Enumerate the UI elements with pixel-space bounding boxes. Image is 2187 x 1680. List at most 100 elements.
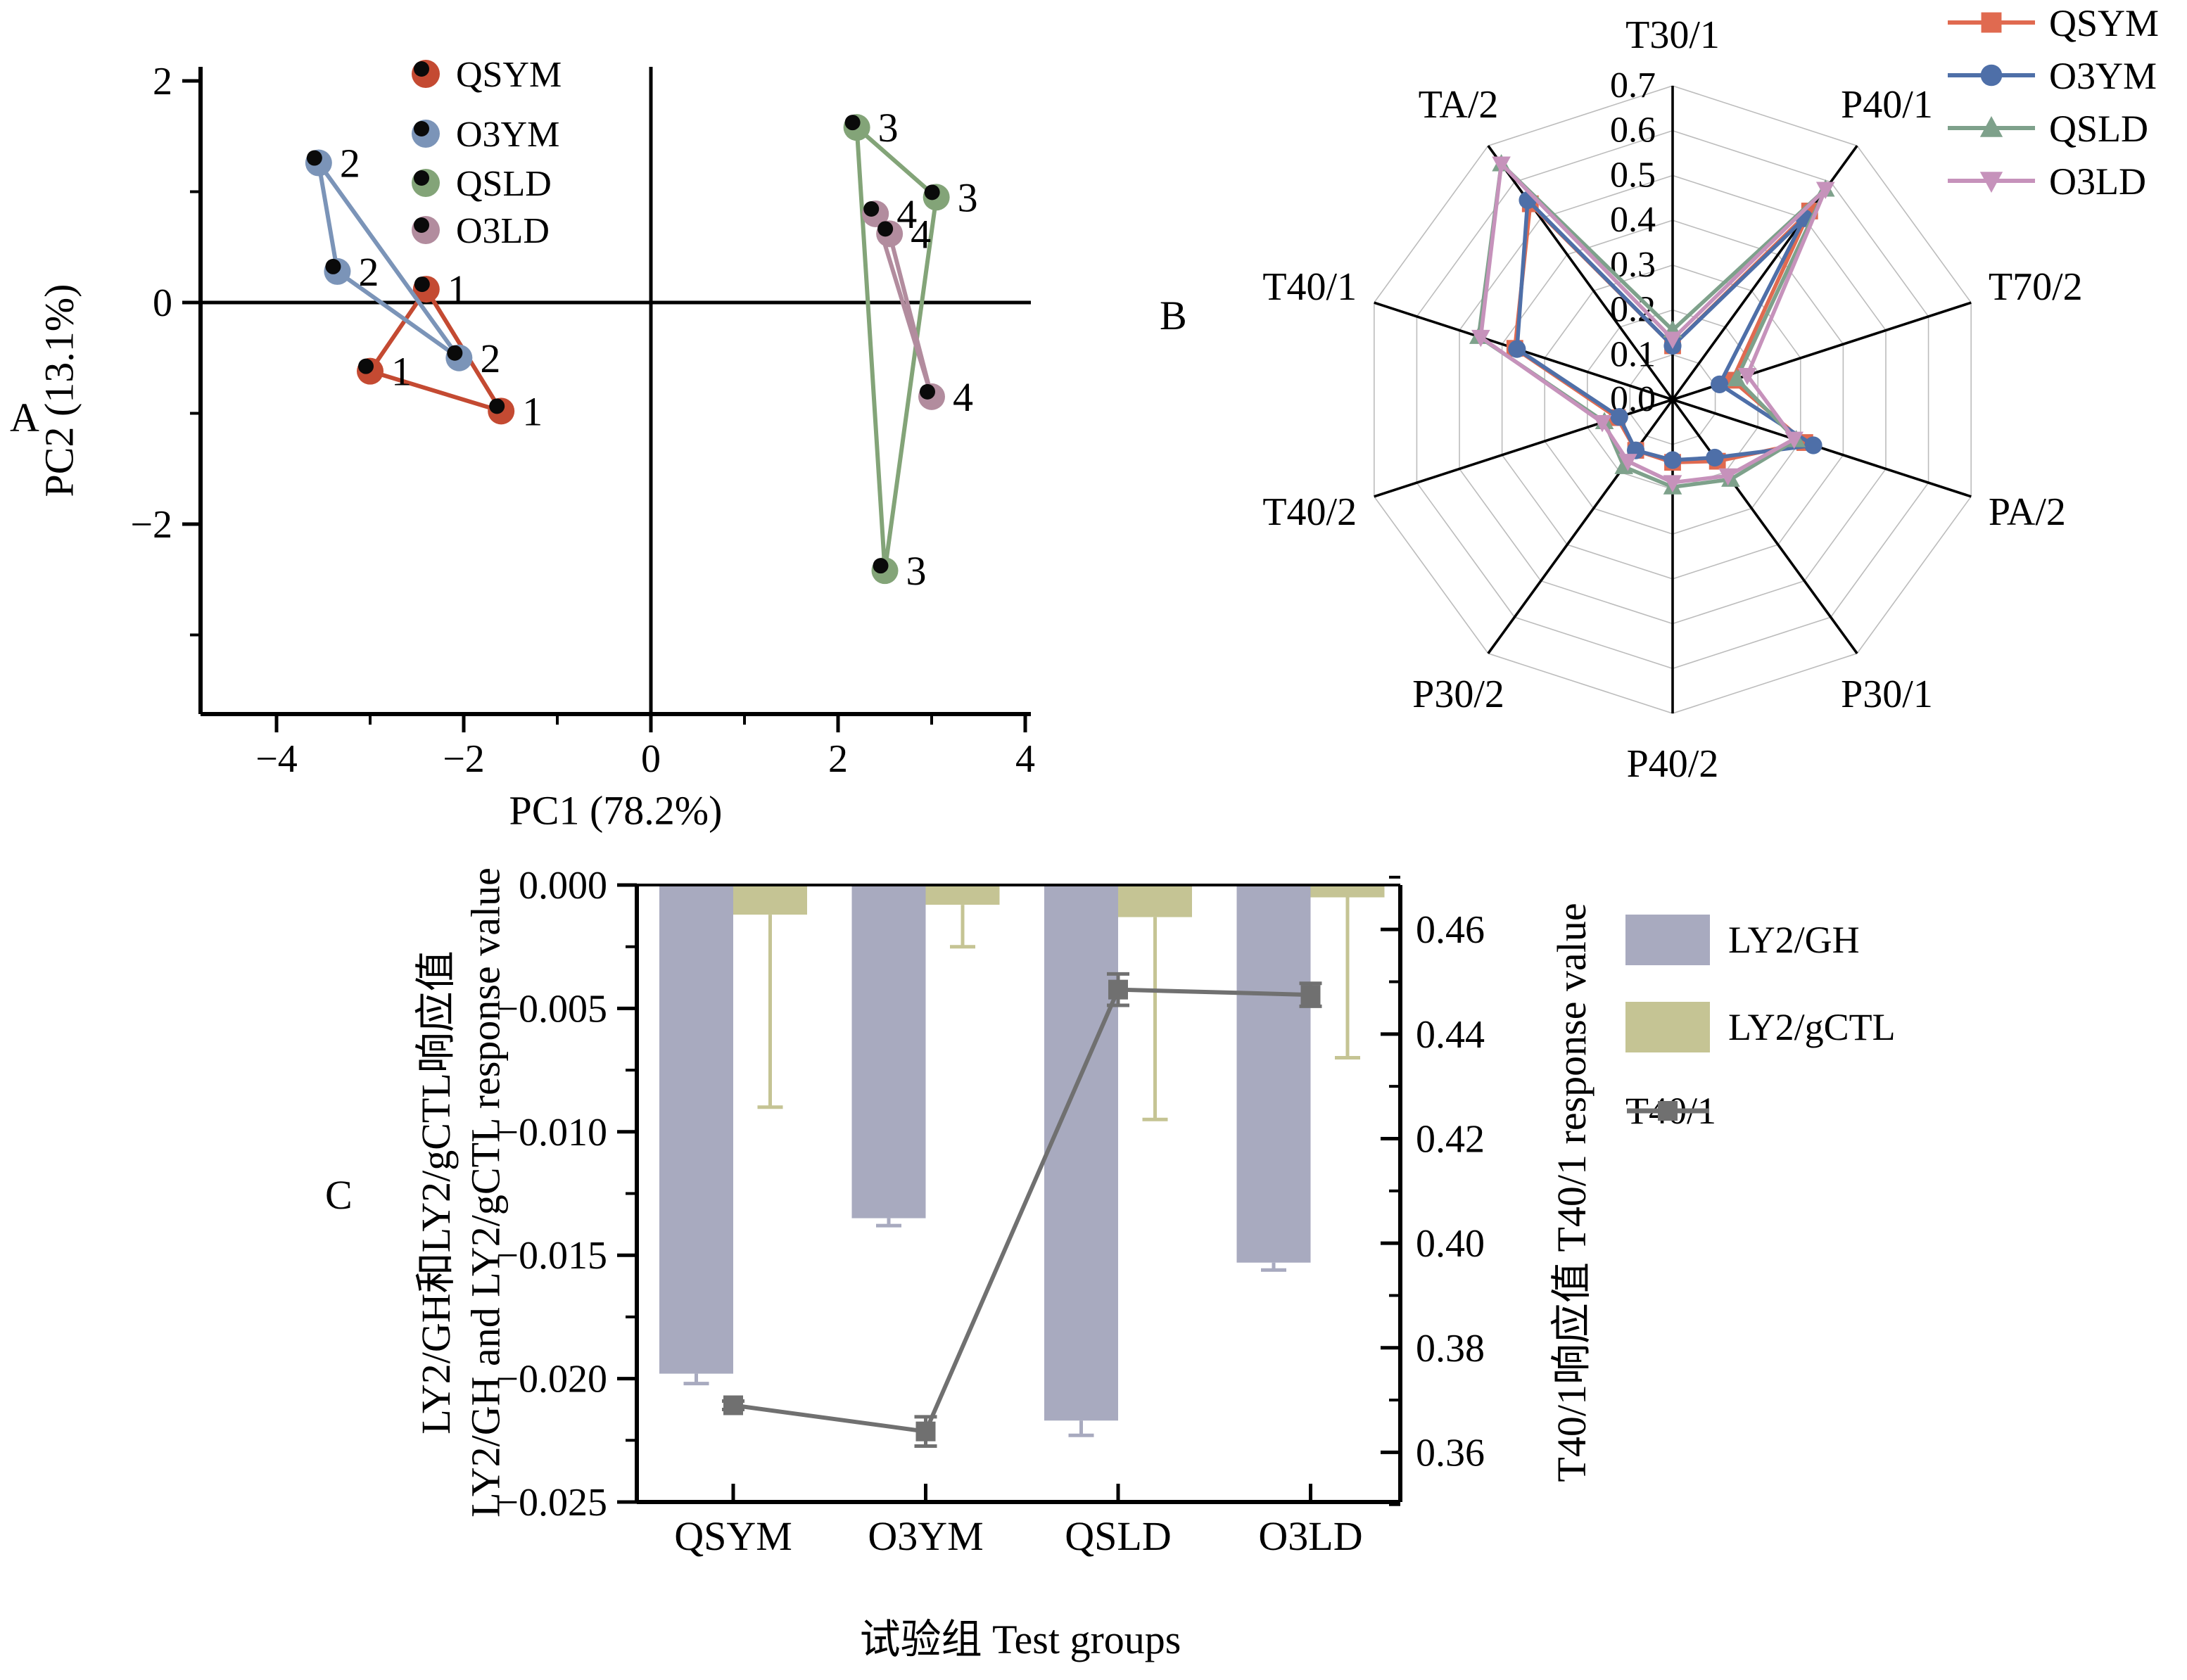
category-label-QSLD: QSLD <box>1065 1513 1171 1559</box>
radar-marker-circle <box>1610 408 1628 426</box>
radar-marker-circle <box>1804 436 1822 454</box>
data-point-label: 1 <box>448 267 468 312</box>
radar-marker-circle <box>1508 340 1526 358</box>
radar-radial-tick-label: 0.3 <box>1610 245 1656 285</box>
legend-a-marker-shade-O3LD <box>414 217 429 233</box>
bar-LY2/GH-QSYM <box>659 886 733 1374</box>
data-point-shade-QSLD <box>924 184 940 201</box>
radar-marker-triangle-up <box>1727 369 1747 386</box>
left-tick-label: −0.025 <box>496 1481 607 1525</box>
t40-1-marker <box>1108 979 1128 1000</box>
panel-a-x-axis-label: PC1 (78.2%) <box>509 787 723 834</box>
bar-LY2/gCTL-QSLD <box>1118 886 1192 917</box>
radar-radial-tick-label: 0.6 <box>1610 110 1656 151</box>
right-tick-label: 0.44 <box>1416 1013 1485 1057</box>
radar-marker-triangle-down <box>1663 475 1682 492</box>
y-tick-label: 0 <box>153 281 172 325</box>
legend-a-label-QSYM: QSYM <box>456 55 562 95</box>
legend-c-line-marker <box>1658 1101 1678 1121</box>
radar-marker-circle <box>1980 64 2003 87</box>
radar-marker-triangle-down <box>1592 414 1612 433</box>
radar-radial-tick-label: 0.7 <box>1610 65 1656 106</box>
legend-a-marker-shade-QSLD <box>414 170 429 186</box>
x-tick-label: −4 <box>255 737 298 781</box>
radar-marker-circle <box>1711 375 1729 393</box>
radar-marker-triangle-down <box>1718 468 1737 486</box>
data-point-label: 3 <box>906 548 927 594</box>
radar-axis-label-P30/1: P30/1 <box>1841 673 1933 716</box>
radar-marker-triangle-down <box>1785 431 1804 450</box>
t40-1-marker <box>915 1421 936 1442</box>
legend-c-label-LY2/gCTL: LY2/gCTL <box>1728 1006 1896 1048</box>
bar-LY2/GH-O3YM <box>851 886 926 1218</box>
radar-axis-label-P40/1: P40/1 <box>1841 83 1933 127</box>
data-point-shade-QSYM <box>489 398 505 414</box>
radar-marker-circle <box>1663 451 1682 469</box>
data-point-label: 3 <box>958 174 978 220</box>
panel-c-bar-line-chart: 0.000 −0.005 −0.010 −0.015 −0.020 −0.025 0.46 0… <box>496 864 1485 1559</box>
radar-axis-label-T30/1: T30/1 <box>1625 13 1720 57</box>
t40-1-line <box>733 987 1311 1434</box>
panel-c-legend: LY2/GH LY2/gCTL T40/1 <box>1625 915 1896 1133</box>
category-label-O3LD: O3LD <box>1258 1513 1362 1559</box>
data-point-shade-O3YM <box>447 345 463 361</box>
scatter-group-polygon-O3YM <box>316 160 462 360</box>
category-label-QSYM: QSYM <box>674 1513 792 1559</box>
radar-axis-label-P40/2: P40/2 <box>1627 742 1719 786</box>
radar-radial-tick-label: 0.5 <box>1610 155 1656 195</box>
data-point-label: 1 <box>391 349 412 395</box>
radar-marker-triangle-up <box>1979 116 2003 137</box>
panel-c-letter: C <box>325 1172 353 1218</box>
data-point-shade-QSYM <box>358 358 374 374</box>
radar-marker-triangle-down <box>1815 182 1835 200</box>
t40-1-marker <box>723 1395 743 1415</box>
radar-spoke-TA/2 <box>1487 145 1674 401</box>
radar-marker-triangle-down <box>1663 331 1682 349</box>
scatter-group-polygon-QSLD <box>854 125 939 573</box>
data-point-shade-QSYM <box>414 276 430 293</box>
radar-marker-triangle-up <box>1614 457 1634 474</box>
legend-b-label-QSYM: QSYM <box>2049 2 2159 44</box>
legend-c-item-T40/1: T40/1 <box>1625 1089 1896 1133</box>
right-tick-label: 0.38 <box>1416 1327 1485 1370</box>
data-point-shade-O3LD <box>863 201 880 217</box>
legend-b-label-O3LD: O3LD <box>2049 160 2146 203</box>
bar-LY2/GH-O3LD <box>1236 886 1311 1263</box>
legend-c-line-sample <box>1627 1101 1709 1121</box>
data-point-label: 4 <box>953 374 973 420</box>
data-point-shade-O3YM <box>325 258 341 274</box>
radar-marker-circle <box>1706 448 1724 467</box>
radar-axis-label-PA/2: PA/2 <box>1989 490 2066 534</box>
legend-a-label-O3LD: O3LD <box>456 211 550 251</box>
right-tick-label: 0.42 <box>1416 1117 1485 1161</box>
data-point-label: 2 <box>358 249 379 295</box>
legend-b-label-O3YM: O3YM <box>2049 55 2157 97</box>
radar-marker-square <box>1981 12 2002 33</box>
panel-a-letter: A <box>10 395 39 440</box>
radar-spoke-PA/2 <box>1672 398 1972 498</box>
y-tick-label: 2 <box>153 60 172 103</box>
left-tick-label: −0.015 <box>496 1234 607 1278</box>
x-tick-label: 0 <box>641 737 661 781</box>
legend-a-marker-shade-O3YM <box>414 121 429 136</box>
left-tick-label: 0.000 <box>519 864 607 908</box>
right-tick-label: 0.46 <box>1416 908 1485 952</box>
bar-LY2/GH-QSLD <box>1044 886 1118 1421</box>
data-point-label: 1 <box>522 388 543 434</box>
left-tick-label: −0.010 <box>496 1111 607 1154</box>
data-point-shade-QSLD <box>844 115 861 131</box>
x-tick-label: −2 <box>443 737 485 781</box>
legend-a-label-O3YM: O3YM <box>456 115 559 155</box>
bar-LY2/gCTL-O3YM <box>925 886 1000 905</box>
radar-spoke-P30/1 <box>1671 398 1858 654</box>
left-tick-label: −0.005 <box>496 987 607 1031</box>
legend-c-swatch-LY2/GH <box>1625 915 1710 965</box>
y-tick-label: −2 <box>130 503 172 547</box>
bar-LY2/gCTL-O3LD <box>1310 886 1385 898</box>
radar-marker-triangle-down <box>1492 156 1511 174</box>
panel-c-x-axis-label: 试验组 Test groups <box>859 1617 1181 1662</box>
legend-a-label-QSLD: QSLD <box>456 164 552 204</box>
data-point-shade-O3YM <box>306 150 322 166</box>
legend-a-marker-shade-QSYM <box>414 61 429 77</box>
